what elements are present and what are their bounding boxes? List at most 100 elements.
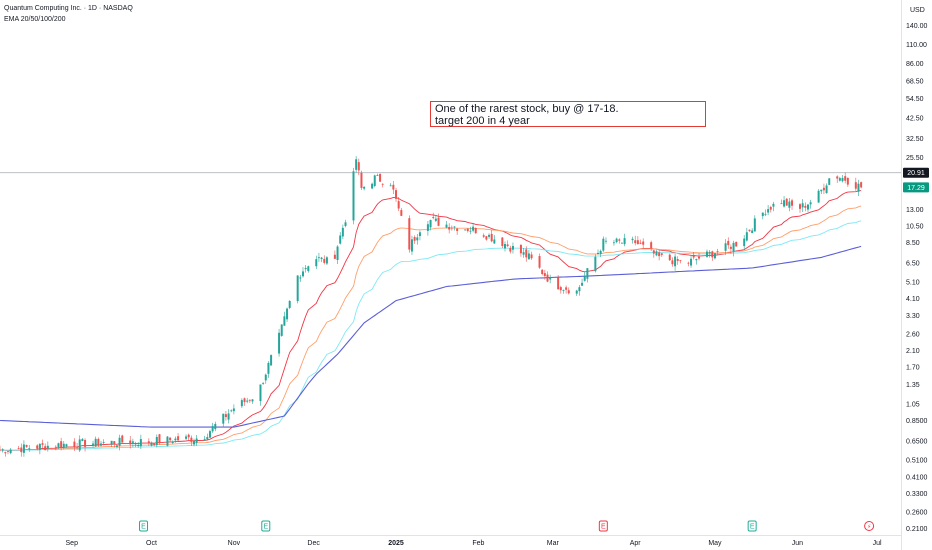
candle-body	[618, 239, 621, 241]
time-axis-ticks[interactable]: Sep Oct Nov Dec 2025 Feb Mar Apr May Jun Jul	[66, 540, 882, 547]
candle-body	[729, 246, 732, 249]
candle-body	[620, 242, 623, 244]
price-tick-label: 2.10	[906, 348, 920, 355]
last-price-label: 17.29	[907, 185, 925, 192]
price-tick-label: 8.50	[906, 240, 920, 247]
candle-body	[336, 246, 339, 261]
candle-body	[612, 242, 615, 244]
candle-body	[155, 436, 158, 446]
candle-body	[20, 447, 23, 453]
price-tick-label: 1.70	[906, 364, 920, 371]
earnings-marker-label: E	[750, 524, 755, 531]
price-axis-ticks[interactable]: 140.00 110.00 86.00 68.50 54.50 42.50 32.50 25.…	[906, 23, 928, 533]
candle-body	[36, 445, 39, 449]
candle-body	[801, 203, 804, 208]
candle-body	[44, 446, 47, 451]
candle-body	[38, 443, 41, 450]
candle-body	[490, 233, 493, 242]
earnings-marker-icon[interactable]	[747, 520, 757, 532]
candle-body	[325, 257, 328, 264]
candle-body	[333, 254, 336, 259]
candle-body	[522, 252, 525, 255]
candle-body	[41, 443, 44, 445]
earnings-marker-icon[interactable]	[261, 520, 271, 532]
candle-body	[355, 159, 358, 170]
price-tick-label: 0.8500	[906, 418, 928, 425]
candle-body	[307, 266, 310, 272]
symbol-title[interactable]: Quantum Computing Inc. · 1D · NASDAQ	[4, 5, 133, 12]
price-tick-label: 1.35	[906, 382, 920, 389]
price-tick-label: 42.50	[906, 115, 924, 122]
candle-body	[854, 182, 857, 189]
upcoming-event-glyph: ⚡	[867, 524, 871, 531]
candle-body	[410, 239, 413, 252]
price-tick-label: 4.10	[906, 296, 920, 303]
candle-body	[631, 238, 634, 241]
candle-body	[493, 239, 496, 244]
annotation-box[interactable]: One of the rarest stock, buy @ 17-18. ta…	[430, 101, 706, 127]
candle-body	[464, 229, 467, 231]
candle-body	[208, 431, 211, 438]
candle-body	[301, 271, 304, 277]
candle-body	[735, 241, 738, 247]
candle-body	[418, 232, 421, 237]
candle-body	[604, 240, 607, 242]
earnings-marker-icon[interactable]	[598, 520, 608, 532]
candle-body	[448, 227, 451, 230]
candle-body	[724, 243, 727, 251]
candle-body	[17, 448, 20, 449]
candle-body	[450, 227, 453, 229]
candle-body	[772, 203, 775, 207]
candle-body	[1, 449, 4, 451]
candle-body	[187, 434, 190, 438]
candle-body	[549, 277, 552, 280]
candle-body	[511, 245, 514, 250]
candle-body	[9, 449, 12, 454]
candle-body	[650, 242, 653, 249]
candle-body	[78, 439, 81, 451]
candle-body	[376, 175, 379, 176]
candle-body	[177, 436, 180, 441]
candle-body	[713, 253, 716, 259]
candle-body	[639, 242, 642, 244]
upcoming-event-icon[interactable]	[864, 521, 875, 531]
candle-body	[586, 268, 589, 279]
candle-body	[674, 256, 677, 267]
candle-body	[315, 259, 318, 267]
candle-body	[115, 445, 118, 447]
candle-body	[820, 189, 823, 192]
candle-body	[804, 205, 807, 208]
price-tick-label: 10.50	[906, 223, 924, 230]
candle-body	[195, 438, 198, 443]
candle-body	[575, 290, 578, 294]
candle-body	[341, 227, 344, 237]
candle-body	[73, 441, 76, 447]
candle-body	[251, 399, 254, 402]
candle-body	[783, 200, 786, 207]
candle-body	[453, 226, 456, 228]
candle-body	[317, 257, 320, 259]
time-tick-label: Sep	[66, 540, 79, 547]
indicator-legend[interactable]: EMA 20/50/100/200	[4, 16, 66, 23]
price-tick-label: 0.2600	[906, 510, 928, 517]
candle-body	[357, 162, 360, 171]
annotation-line-2: target 200 in 4 year	[435, 115, 530, 127]
earnings-marker-icon[interactable]	[139, 520, 149, 532]
candle-body	[743, 238, 746, 247]
candle-body	[472, 226, 475, 231]
price-tick-label: 0.3300	[906, 491, 928, 498]
candle-body	[84, 439, 87, 447]
price-tick-label: 0.2100	[906, 526, 928, 533]
candle-body	[567, 290, 570, 294]
candle-body	[559, 287, 562, 291]
candle-body	[400, 210, 403, 216]
candle-body	[283, 316, 286, 326]
candle-body	[262, 383, 265, 384]
candle-body	[562, 289, 565, 291]
candle-body	[371, 183, 374, 189]
earnings-markers[interactable]: E E E E ⚡	[139, 520, 875, 532]
candle-body	[788, 201, 791, 208]
candle-body	[76, 446, 79, 448]
candle-body	[658, 252, 661, 257]
